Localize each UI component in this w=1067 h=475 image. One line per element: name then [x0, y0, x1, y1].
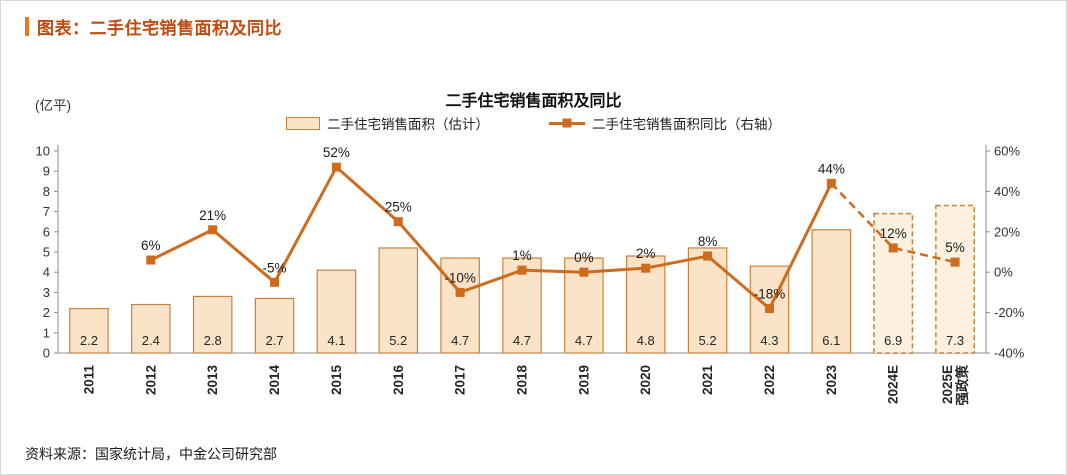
- svg-text:2025E: 2025E: [940, 365, 955, 404]
- svg-text:25%: 25%: [385, 200, 412, 215]
- svg-text:52%: 52%: [323, 145, 350, 160]
- svg-text:-20%: -20%: [994, 305, 1025, 320]
- legend-label-bar-series: 二手住宅销售面积（估计）: [327, 117, 489, 132]
- svg-text:6%: 6%: [141, 238, 161, 253]
- svg-text:5: 5: [43, 245, 50, 260]
- svg-text:2013: 2013: [205, 365, 220, 396]
- svg-text:10: 10: [36, 144, 50, 159]
- svg-text:40%: 40%: [994, 184, 1020, 199]
- svg-text:7: 7: [43, 204, 50, 219]
- svg-text:强政策: 强政策: [954, 365, 970, 406]
- svg-text:2020: 2020: [638, 365, 653, 395]
- svg-text:9: 9: [43, 164, 50, 179]
- svg-text:4.7: 4.7: [575, 333, 593, 348]
- svg-text:3: 3: [43, 285, 50, 300]
- svg-text:2017: 2017: [453, 365, 468, 395]
- svg-text:6: 6: [43, 224, 50, 239]
- svg-text:4.1: 4.1: [327, 333, 345, 348]
- svg-text:7.3: 7.3: [946, 333, 964, 348]
- svg-text:2.7: 2.7: [265, 333, 283, 348]
- svg-text:-18%: -18%: [754, 287, 786, 302]
- svg-text:2.2: 2.2: [80, 333, 98, 348]
- svg-text:8%: 8%: [698, 234, 718, 249]
- line-series-swatch: [549, 118, 585, 128]
- svg-text:5%: 5%: [945, 240, 965, 255]
- svg-text:2012: 2012: [143, 365, 158, 395]
- svg-text:5.2: 5.2: [699, 333, 717, 348]
- svg-text:2014: 2014: [267, 365, 282, 396]
- legend-item-bar-series: 二手住宅销售面积（估计）: [286, 113, 489, 133]
- svg-text:2.4: 2.4: [142, 333, 160, 348]
- svg-text:6.1: 6.1: [822, 333, 840, 348]
- svg-text:0%: 0%: [574, 250, 594, 265]
- y-axis-unit-label: (亿平): [35, 98, 71, 113]
- figure-title: 图表：二手住宅销售面积及同比: [37, 19, 282, 38]
- svg-text:21%: 21%: [199, 208, 226, 223]
- svg-text:1%: 1%: [512, 248, 532, 263]
- svg-text:0%: 0%: [994, 265, 1013, 280]
- svg-text:2%: 2%: [636, 246, 656, 261]
- svg-text:44%: 44%: [818, 161, 845, 176]
- svg-text:5.2: 5.2: [389, 333, 407, 348]
- header-accent-bar: [25, 17, 29, 36]
- svg-text:0: 0: [43, 346, 50, 361]
- svg-text:2011: 2011: [81, 365, 96, 395]
- svg-text:2018: 2018: [515, 365, 530, 396]
- svg-text:2023: 2023: [824, 365, 839, 396]
- svg-text:4.3: 4.3: [760, 333, 778, 348]
- chart-legend: 二手住宅销售面积（估计） 二手住宅销售面积同比（右轴）: [1, 113, 1066, 133]
- legend-item-line-series: 二手住宅销售面积同比（右轴）: [549, 113, 781, 133]
- svg-text:1: 1: [43, 325, 50, 340]
- svg-text:-5%: -5%: [263, 260, 287, 275]
- svg-text:60%: 60%: [994, 144, 1020, 159]
- source-note: 资料来源：国家统计局，中金公司研究部: [25, 446, 277, 462]
- legend-label-line-series: 二手住宅销售面积同比（右轴）: [592, 117, 781, 132]
- svg-text:2019: 2019: [576, 365, 591, 395]
- svg-text:12%: 12%: [880, 226, 907, 241]
- svg-text:2016: 2016: [391, 365, 406, 396]
- svg-text:2021: 2021: [700, 365, 715, 396]
- svg-text:8: 8: [43, 184, 50, 199]
- chart-title: 二手住宅销售面积及同比: [445, 93, 622, 110]
- svg-text:4.8: 4.8: [637, 333, 655, 348]
- svg-text:-10%: -10%: [444, 270, 476, 285]
- svg-text:-40%: -40%: [994, 346, 1025, 361]
- svg-text:2: 2: [43, 305, 50, 320]
- svg-text:2015: 2015: [329, 365, 344, 396]
- svg-text:4.7: 4.7: [513, 333, 531, 348]
- chart-canvas: 0 1 2 3 4 5 6 7 8 9 10 -40% -20% 0% 20% 40% 60% 2.2 2.4 2.8…: [36, 144, 1025, 406]
- svg-text:4: 4: [43, 265, 50, 280]
- svg-text:2022: 2022: [762, 365, 777, 395]
- svg-text:4.7: 4.7: [451, 333, 469, 348]
- bar-series-swatch: [286, 116, 320, 130]
- svg-text:2.8: 2.8: [204, 333, 222, 348]
- figure-header: 图表：二手住宅销售面积及同比: [25, 14, 282, 39]
- svg-text:2024E: 2024E: [886, 365, 901, 404]
- line-marker-icon: [562, 118, 572, 128]
- svg-text:20%: 20%: [994, 224, 1020, 239]
- svg-text:6.9: 6.9: [884, 333, 902, 348]
